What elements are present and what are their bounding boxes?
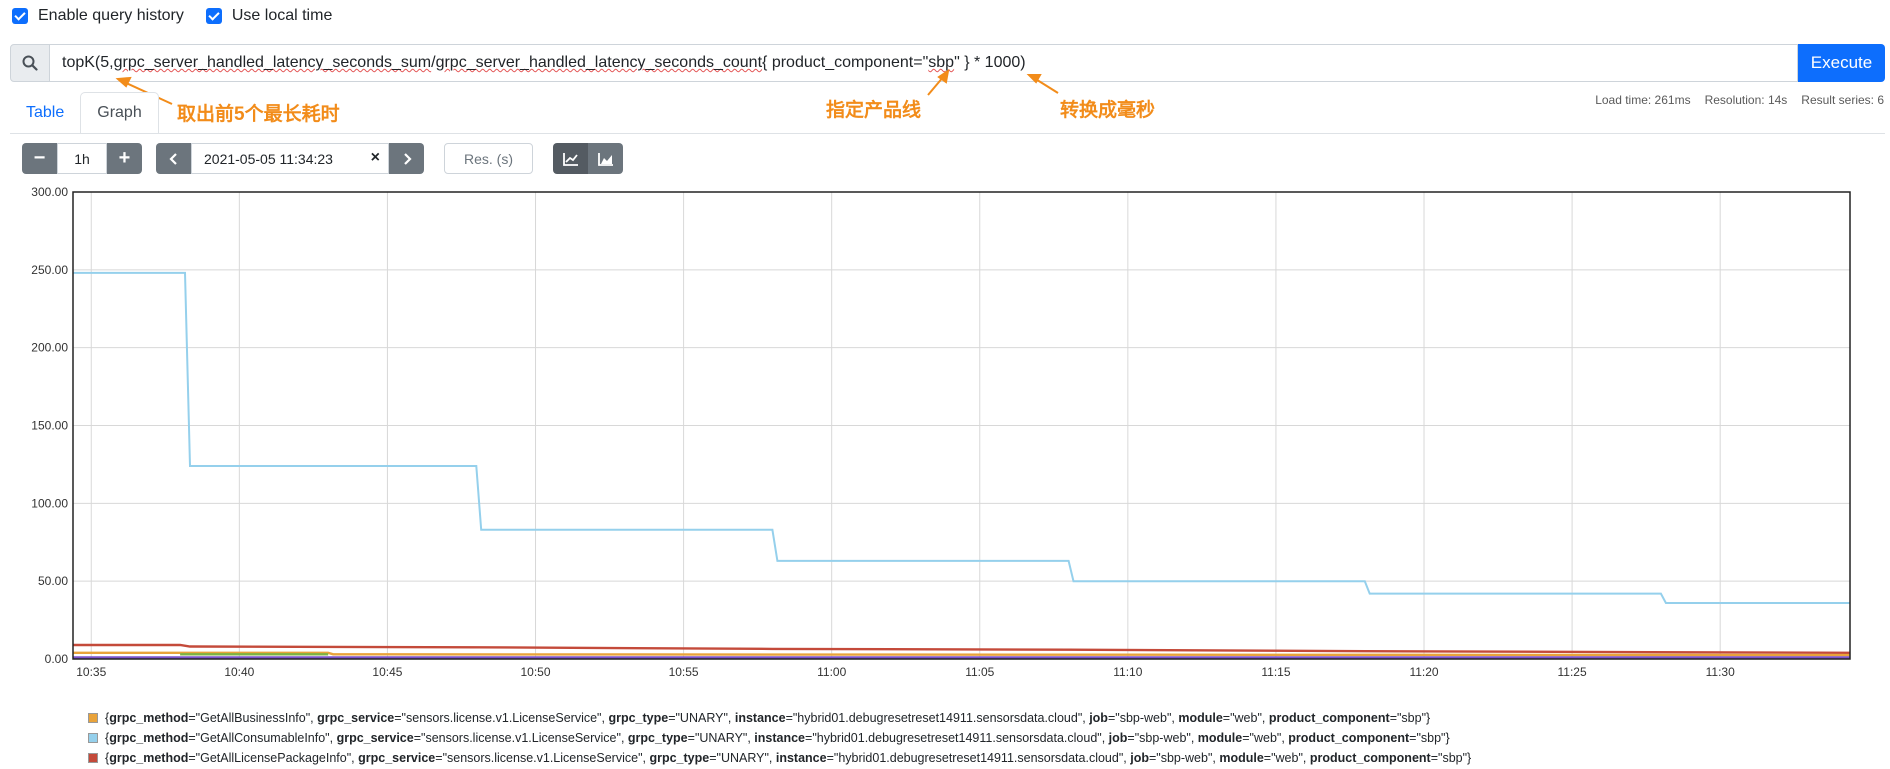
- x-tick-label: 11:05: [965, 665, 994, 679]
- query-metric-sum: grpc_server_handled_latency_seconds_sum: [113, 54, 432, 71]
- resolution: Resolution: 14s: [1704, 93, 1788, 107]
- view-tabs: Table Graph: [10, 92, 159, 134]
- legend-label: {grpc_method="GetAllConsumableInfo", grp…: [105, 731, 1450, 745]
- y-tick-label: 100.00: [31, 496, 68, 510]
- chart-legend: {grpc_method="GetAllBusinessInfo", grpc_…: [88, 708, 1471, 768]
- end-time-value: 2021-05-05 11:34:23: [204, 150, 333, 167]
- legend-swatch: [88, 733, 98, 743]
- arrow-head: [115, 76, 132, 88]
- chevron-left-icon: [168, 152, 177, 165]
- plot-frame: [72, 191, 1851, 660]
- tab-divider: [10, 133, 1885, 134]
- x-tick-label: 11:30: [1706, 665, 1735, 679]
- x-tick-label: 10:55: [669, 665, 699, 679]
- query-part: topK(5,: [62, 54, 114, 71]
- query-history-label: Enable query history: [38, 7, 184, 24]
- stacked-button[interactable]: [588, 143, 623, 174]
- arrow-head: [1026, 74, 1042, 84]
- series-line-3[interactable]: [73, 651, 1851, 657]
- series-line-1[interactable]: [73, 271, 1850, 604]
- query-stats: Load time: 261ms Resolution: 14s Result …: [1595, 93, 1884, 107]
- query-expression-input[interactable]: topK(5, grpc_server_handled_latency_seco…: [50, 44, 1798, 82]
- y-tick-label: 250.00: [31, 263, 68, 277]
- x-tick-label: 10:45: [372, 665, 402, 679]
- clear-end-time-icon[interactable]: ×: [370, 149, 380, 166]
- legend-swatch: [88, 753, 98, 763]
- chart-series: [73, 271, 1851, 659]
- query-options: Enable query history Use local time: [12, 4, 332, 28]
- query-part: { product_component=": [762, 54, 929, 71]
- annotation-product-line: 指定产品线: [826, 100, 922, 121]
- query-metric-count: grpc_server_handled_latency_seconds_coun…: [435, 54, 763, 71]
- tab-table[interactable]: Table: [26, 104, 65, 121]
- y-tick-label: 150.00: [31, 419, 68, 433]
- query-history-checkbox[interactable]: [12, 8, 28, 24]
- query-part: /: [431, 54, 436, 71]
- range-input[interactable]: 1h: [57, 143, 107, 174]
- y-tick-label: 300.00: [31, 185, 68, 199]
- tab-graph[interactable]: Graph: [80, 92, 159, 134]
- local-time-checkbox[interactable]: [205, 8, 222, 24]
- x-tick-label: 11:15: [1261, 665, 1290, 679]
- chart-grid: [73, 191, 1850, 660]
- arrow-head: [937, 68, 950, 84]
- legend-label: {grpc_method="GetAllLicensePackageInfo",…: [105, 751, 1472, 765]
- result-series: Result series: 6: [1801, 93, 1884, 107]
- end-time-input[interactable]: 2021-05-05 11:34:23 ×: [191, 143, 389, 174]
- graph-chart[interactable]: 300.00250.00200.00150.00100.0050.000.00 …: [0, 180, 1890, 690]
- legend-swatch: [88, 713, 98, 723]
- legend-label: {grpc_method="GetAllBusinessInfo", grpc_…: [105, 711, 1431, 725]
- local-time-option[interactable]: Use local time: [205, 7, 333, 25]
- x-tick-label: 10:35: [76, 665, 106, 679]
- unstacked-button[interactable]: [553, 143, 588, 174]
- x-tick-label: 10:40: [224, 665, 254, 679]
- next-time-button[interactable]: [389, 143, 424, 174]
- legend-item[interactable]: {grpc_method="GetAllLicensePackageInfo",…: [88, 748, 1471, 768]
- previous-time-button[interactable]: [156, 143, 191, 174]
- local-time-label: Use local time: [231, 7, 333, 24]
- x-tick-label: 10:50: [520, 665, 550, 679]
- query-label-value: sbp: [928, 54, 955, 71]
- y-tick-label: 50.00: [38, 574, 68, 588]
- annotation-arrows: [115, 68, 1059, 105]
- query-bar: topK(5, grpc_server_handled_latency_seco…: [10, 44, 1885, 82]
- annotation-to-ms: 转换成毫秒: [1060, 100, 1156, 121]
- x-tick-label: 11:10: [1113, 665, 1142, 679]
- y-axis-ticks: 300.00 250.00 200.00 150.00 100.00 50.00 0.00: [31, 185, 68, 666]
- query-part: " } * 1000): [954, 54, 1026, 71]
- graph-controls: − 1h + 2021-05-05 11:34:23 × Res. (s): [22, 143, 623, 174]
- area-chart-icon: [597, 152, 613, 166]
- x-tick-label: 11:25: [1558, 665, 1587, 679]
- series-line-2[interactable]: [73, 643, 1851, 654]
- execute-button[interactable]: Execute: [1798, 44, 1885, 82]
- y-tick-label: 0.00: [45, 652, 69, 666]
- x-tick-label: 11:20: [1409, 665, 1438, 679]
- legend-item[interactable]: {grpc_method="GetAllBusinessInfo", grpc_…: [88, 708, 1471, 728]
- x-tick-label: 11:00: [817, 665, 846, 679]
- chevron-right-icon: [403, 152, 412, 165]
- increase-range-button[interactable]: +: [107, 143, 142, 174]
- query-history-option[interactable]: Enable query history: [12, 7, 184, 25]
- x-axis-ticks: 10:35 10:40 10:45 10:50 10:55 11:00 11:05 11:10…: [76, 665, 1735, 679]
- load-time: Load time: 261ms: [1595, 93, 1691, 107]
- decrease-range-button[interactable]: −: [22, 143, 57, 174]
- line-chart-icon: [562, 152, 578, 166]
- legend-item[interactable]: {grpc_method="GetAllConsumableInfo", grp…: [88, 728, 1471, 748]
- annotation-top5: 取出前5个最长耗时: [177, 104, 340, 125]
- y-tick-label: 200.00: [31, 341, 68, 355]
- search-icon: [10, 44, 50, 82]
- resolution-input[interactable]: Res. (s): [444, 143, 533, 174]
